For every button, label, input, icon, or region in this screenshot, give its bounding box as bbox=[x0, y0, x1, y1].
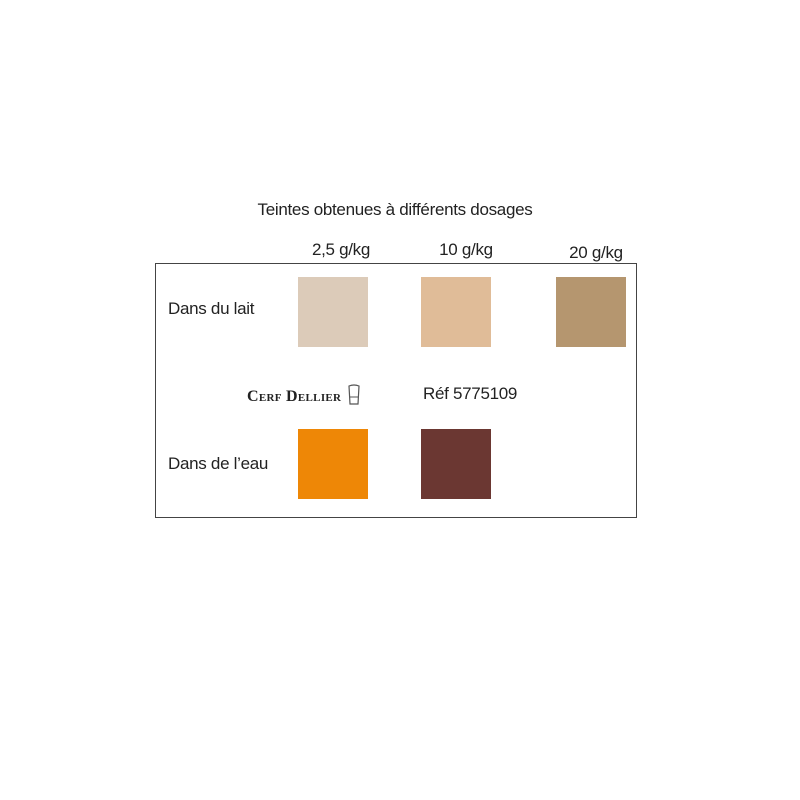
swatch-milk-2-5 bbox=[298, 277, 368, 347]
brand-logo-text: Cerf Dellier bbox=[247, 388, 342, 405]
row-label-milk: Dans du lait bbox=[168, 299, 255, 318]
column-header: 10 g/kg bbox=[439, 240, 493, 259]
chart-title: Teintes obtenues à différents dosages bbox=[257, 200, 533, 219]
swatch-water-2-5 bbox=[298, 429, 368, 499]
column-header: 20 g/kg bbox=[569, 243, 623, 262]
brand-logo: Cerf Dellier bbox=[247, 384, 361, 406]
product-reference: Réf 5775109 bbox=[423, 384, 518, 403]
chef-hat-icon bbox=[347, 384, 360, 405]
swatch-milk-20 bbox=[556, 277, 626, 347]
swatch-water-10 bbox=[421, 429, 491, 499]
swatch-milk-10 bbox=[421, 277, 491, 347]
row-label-water: Dans de l’eau bbox=[168, 454, 269, 473]
column-header: 2,5 g/kg bbox=[311, 240, 371, 259]
swatch-panel bbox=[155, 263, 637, 518]
